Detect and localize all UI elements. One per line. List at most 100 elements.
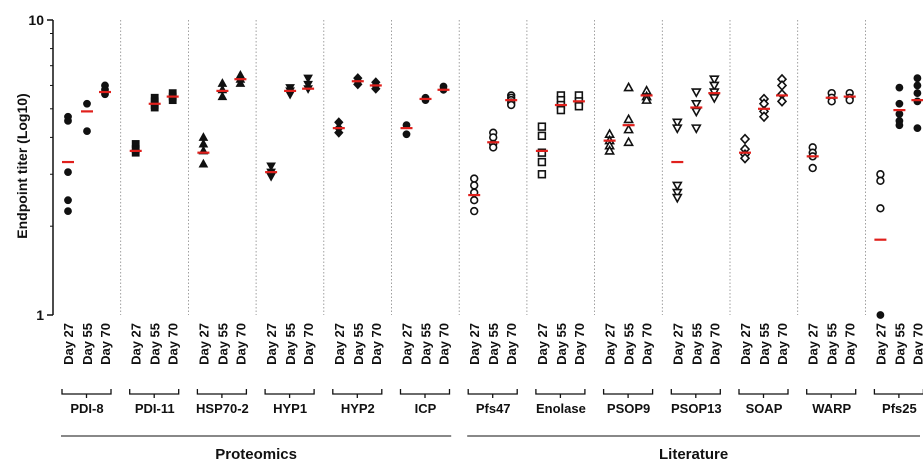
- data-point: [470, 206, 479, 216]
- day-tick-label: Day 70: [775, 323, 790, 365]
- y-axis-label: Endpoint titer (Log10): [14, 93, 30, 238]
- data-point: [913, 74, 922, 83]
- data-point: [470, 181, 479, 190]
- data-point: [876, 311, 885, 319]
- antigen-bracket: [670, 389, 721, 395]
- data-point: [489, 143, 498, 152]
- data-point: [671, 124, 683, 134]
- data-point: [421, 96, 430, 105]
- antigen-label: SOAP: [746, 401, 783, 416]
- day-tick-label: Day 70: [166, 323, 181, 365]
- data-point: [913, 97, 922, 106]
- day-tick-label: Day 27: [264, 323, 279, 365]
- day-tick-label: Day 27: [670, 323, 685, 365]
- day-tick-label: Day 70: [98, 323, 113, 365]
- data-point: [739, 133, 751, 145]
- group-label: Literature: [659, 446, 728, 462]
- day-tick-label: Day 70: [572, 323, 587, 365]
- data-point: [623, 113, 634, 124]
- day-tick-label: Day 70: [640, 323, 655, 365]
- data-point: [913, 81, 922, 90]
- data-point: [758, 111, 770, 123]
- data-point: [895, 110, 904, 118]
- day-tick-label: Day 55: [892, 323, 907, 365]
- day-tick-label: Day 27: [603, 323, 618, 365]
- day-tick-label: Day 27: [806, 323, 821, 365]
- group-label: Proteomics: [215, 446, 297, 462]
- data-point: [285, 90, 295, 100]
- data-point: [671, 118, 683, 129]
- day-tick-label: Day 55: [148, 323, 163, 365]
- day-tick-label: Day 27: [467, 323, 482, 365]
- data-point: [776, 79, 788, 91]
- data-point: [690, 99, 702, 110]
- day-tick-label: Day 70: [910, 323, 923, 365]
- data-point: [64, 168, 72, 177]
- data-point: [708, 75, 720, 86]
- antigen-bracket: [806, 389, 857, 395]
- antigen-bracket: [129, 389, 180, 395]
- antigen-bracket: [873, 389, 923, 395]
- data-point: [402, 130, 411, 139]
- day-tick-label: Day 27: [400, 323, 415, 365]
- data-point: [334, 127, 344, 138]
- day-tick-label: Day 27: [61, 323, 76, 365]
- data-point: [690, 88, 702, 98]
- data-point: [470, 195, 479, 205]
- data-point: [83, 99, 91, 108]
- data-point: [266, 162, 276, 172]
- data-point: [303, 80, 313, 90]
- data-point: [913, 89, 922, 98]
- day-tick-label: Day 55: [486, 323, 501, 365]
- day-tick-label: Day 70: [233, 323, 248, 365]
- data-point: [470, 174, 479, 183]
- day-tick-label: Day 70: [369, 323, 384, 365]
- day-tick-label: Day 55: [554, 323, 569, 365]
- antigen-label: PSOP9: [607, 401, 650, 416]
- day-tick-label: Day 55: [283, 323, 298, 365]
- antigen-label: Enolase: [536, 401, 586, 416]
- means-layer: [62, 78, 923, 241]
- axes-layer: 10 1: [28, 12, 54, 323]
- day-tick-label: Day 27: [332, 323, 347, 365]
- antigen-label: PDI-11: [135, 401, 175, 416]
- data-point: [739, 152, 751, 164]
- antigen-bracket: [399, 389, 451, 395]
- data-point: [198, 158, 209, 168]
- data-point: [895, 83, 904, 92]
- day-tick-label: Day 55: [689, 323, 704, 365]
- data-point: [303, 74, 313, 84]
- data-point: [150, 103, 159, 112]
- antigen-label: WARP: [812, 401, 851, 416]
- data-point: [671, 193, 683, 204]
- antigen-label: Pfs47: [476, 401, 511, 416]
- data-point: [671, 188, 683, 199]
- day-tick-label: Day 27: [196, 323, 211, 365]
- day-tick-label: Day 70: [843, 323, 858, 365]
- data-point: [574, 102, 584, 111]
- antigen-bracket: [264, 389, 315, 395]
- data-point: [604, 145, 615, 155]
- y-tick-label: 1: [36, 307, 44, 323]
- data-point: [168, 96, 177, 105]
- antigen-bracket: [467, 389, 518, 395]
- data-point: [507, 100, 516, 110]
- data-point: [845, 95, 854, 105]
- data-point: [876, 204, 885, 213]
- data-point: [537, 148, 547, 157]
- data-point: [641, 94, 652, 104]
- day-tick-label: Day 70: [504, 323, 519, 365]
- day-tick-label: Day 55: [215, 323, 230, 365]
- data-point: [64, 116, 72, 125]
- data-point: [827, 97, 836, 106]
- y-tick-label: 10: [28, 12, 44, 28]
- data-point: [913, 124, 922, 133]
- antigen-label: PDI-8: [70, 401, 103, 416]
- data-point: [623, 136, 634, 147]
- day-tick-label: Day 27: [873, 323, 888, 365]
- antigen-label: HYP2: [341, 401, 375, 416]
- day-tick-label: Day 55: [825, 323, 840, 365]
